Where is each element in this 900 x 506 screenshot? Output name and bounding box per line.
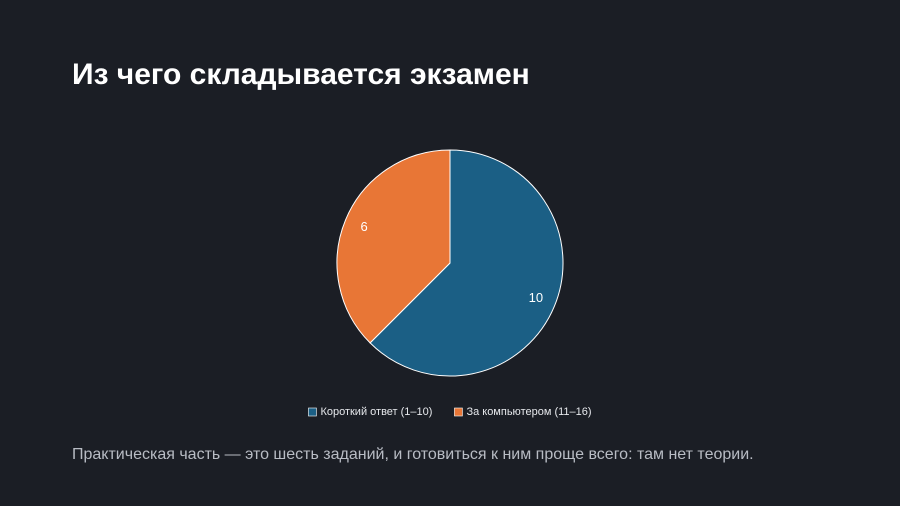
- legend-swatch: [454, 407, 463, 417]
- legend-label: Короткий ответ (1–10): [320, 406, 432, 418]
- slide-title: Из чего складывается экзамен: [72, 58, 530, 91]
- caption: Практическая часть — это шесть заданий, …: [72, 446, 754, 463]
- pie-slice: [369, 149, 564, 377]
- pie-slice: [336, 149, 451, 344]
- legend-swatch: [308, 407, 317, 417]
- legend-label: За компьютером (11–16): [466, 406, 591, 418]
- data-label: 6: [360, 219, 367, 234]
- data-label: 10: [529, 290, 543, 305]
